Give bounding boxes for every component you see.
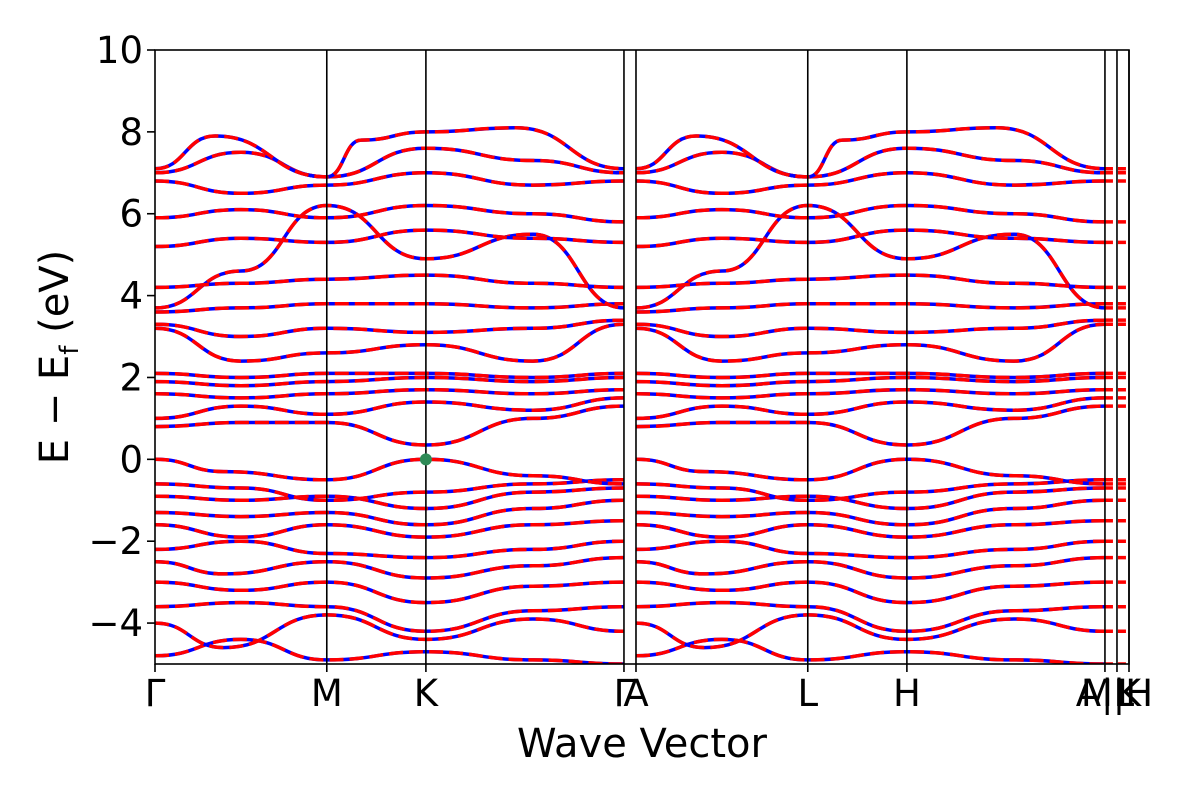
band-7-seg-0-dashed [155,498,625,527]
band-6-seg-1-dashed [635,518,1106,539]
bands-layer [155,126,1129,664]
band-14-seg-0-dashed [155,375,625,388]
band-14-seg-1-dashed [635,375,1106,388]
band-12-seg-0-dashed [155,396,625,421]
x-tick-label-8: M|H [1081,672,1153,715]
band-20-seg-0-dashed [155,273,625,290]
band-13-seg-1-dashed [635,387,1106,400]
band-4-seg-0-dashed [155,555,625,580]
band-13-seg-0-dashed [155,387,625,400]
band-2-seg-1-solid [635,600,1106,634]
band-25-seg-0-dashed [155,126,625,179]
band-3-seg-0-dashed [155,580,625,605]
band-3-seg-1-dashed [635,580,1106,605]
band-11-seg-1-dashed [635,404,1106,447]
band-1-seg-1-solid [635,613,1106,650]
band-5-seg-1-dashed [635,539,1106,560]
band-2-seg-1-dashed [635,600,1106,634]
y-tick-label-2: 6 [119,193,143,236]
band-16-seg-1-dashed [635,322,1106,363]
y-tick-label-7: −4 [88,602,143,645]
band-2-seg-0-dashed [155,600,625,634]
band-23-seg-0-dashed [155,171,625,196]
band-0-seg-0-dashed [155,637,625,664]
band-24-seg-0-dashed [155,146,625,179]
band-20-seg-0-solid [155,273,625,290]
band-4-seg-1-dashed [635,555,1106,580]
y-axis-label-main: E − E [32,355,78,465]
band-11-seg-0-solid [155,404,625,447]
band-11-seg-0-dashed [155,404,625,447]
band-20-seg-1-dashed [635,273,1106,290]
band-19-seg-1-solid [635,203,1106,310]
y-axis-ticks: 10 8 6 4 2 0 −2 −4 [88,29,155,645]
x-tick-label-6: H [893,672,921,715]
y-axis-label: E − Ef (eV) [32,250,85,465]
band-1-seg-0-dashed [155,613,625,650]
band-17-seg-1-dashed [635,318,1106,339]
x-tick-label-4: A [623,672,648,715]
band-18-seg-0-dashed [155,302,625,314]
band-5-seg-0-dashed [155,539,625,560]
plot-frame [154,49,1130,665]
band-18-seg-1-dashed [635,302,1106,314]
band-16-seg-0-dashed [155,322,625,363]
band-23-seg-1-dashed [635,171,1106,196]
x-tick-label-1: M [311,672,343,715]
y-axis-label-subscript: f [55,345,85,355]
band-gap-marker [419,453,432,466]
y-tick-label-6: −2 [88,520,143,563]
band-24-seg-1-dashed [635,146,1106,179]
band-19-seg-0-solid [155,203,625,310]
band-10-seg-1-dashed [635,457,1106,486]
y-tick-label-1: 8 [119,111,143,154]
band-9-seg-1-dashed [635,478,1106,503]
band-1-seg-0-solid [155,613,625,650]
band-21-seg-0-dashed [155,228,625,249]
band-8-seg-1-dashed [635,486,1106,511]
band-7-seg-1-dashed [635,498,1106,527]
x-axis-label: Wave Vector [517,721,768,767]
marker-layer [419,453,432,466]
band-8-seg-0-dashed [155,486,625,511]
x-tick-label-9: K [1117,672,1143,715]
band-22-seg-0-dashed [155,203,625,224]
band-11-seg-1-solid [635,404,1106,447]
y-tick-label-3: 4 [119,275,143,318]
x-tick-label-3: Γ [614,672,635,715]
band-21-seg-1-dashed [635,228,1106,249]
band-19-seg-1-dashed [635,203,1106,310]
band-15-seg-1-dashed [635,371,1106,380]
band-17-seg-0-dashed [155,318,625,339]
band-1-seg-1-dashed [635,613,1106,650]
band-12-seg-1-dashed [635,396,1106,421]
x-tick-label-5: L [797,672,818,715]
y-axis-label-unit: (eV) [32,250,78,346]
y-tick-label-4: 2 [119,356,143,399]
band-9-seg-0-dashed [155,478,625,503]
band-22-seg-1-dashed [635,203,1106,224]
band-6-seg-0-dashed [155,518,625,539]
band-25-seg-1-dashed [635,126,1106,179]
y-tick-label-5: 0 [119,438,143,481]
band-0-seg-1-dashed [635,637,1106,664]
y-tick-label-0: 10 [96,29,143,72]
x-axis-ticks: Γ M K ΓA L H A|LM|HK [145,664,1153,715]
band-10-seg-0-dashed [155,457,625,486]
band-19-seg-0-dashed [155,203,625,310]
x-tick-label-2: K [414,672,440,715]
band-20-seg-1-solid [635,273,1106,290]
x-tick-label-0: Γ [145,672,166,715]
x-tick-label-7: A|L [1076,672,1135,715]
band-15-seg-0-dashed [155,371,625,380]
band-2-seg-0-solid [155,600,625,634]
